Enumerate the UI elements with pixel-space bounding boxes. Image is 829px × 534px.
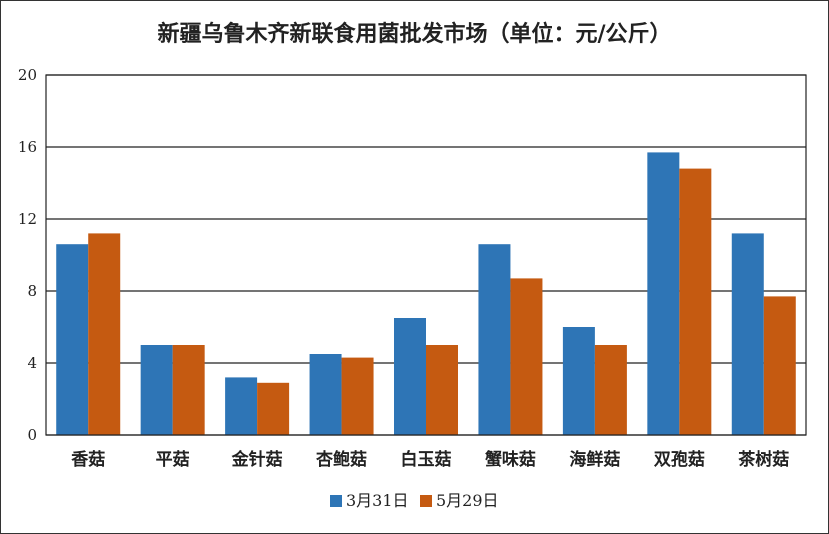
y-tick-label: 4 [27, 354, 37, 372]
bar-2 [341, 357, 374, 435]
y-tick-label: 0 [27, 426, 37, 444]
x-category-label: 茶树菇 [738, 449, 789, 470]
chart-title: 新疆乌鲁木齐新联食用菌批发市场（单位：元/公斤） [157, 21, 672, 47]
x-category-label: 平菇 [156, 449, 190, 470]
y-tick-label: 8 [27, 282, 37, 300]
x-category-label: 海鲜菇 [569, 449, 620, 470]
y-tick-label: 20 [18, 66, 37, 84]
legend-label-2: 5月29日 [436, 491, 499, 510]
x-category-label: 杏鲍菇 [316, 449, 367, 470]
x-category-label: 香菇 [71, 449, 105, 470]
bar-1 [647, 152, 680, 435]
bar-2 [172, 345, 205, 435]
bar-1 [731, 233, 764, 435]
legend-swatch-2 [420, 495, 432, 507]
x-category-label: 双孢菇 [654, 449, 705, 470]
bar-2 [594, 345, 627, 435]
bar-2 [763, 296, 796, 435]
bar-2 [88, 233, 121, 435]
legend-label-1: 3月31日 [346, 491, 409, 510]
bar-1 [309, 354, 342, 435]
y-tick-label: 16 [18, 138, 37, 156]
bar-1 [394, 318, 426, 435]
bar-2 [679, 168, 712, 435]
x-category-label: 蟹味菇 [485, 449, 536, 470]
x-category-label: 白玉菇 [401, 449, 452, 470]
bar-1 [225, 377, 258, 435]
x-category-label: 金针菇 [231, 449, 283, 470]
bar-2 [257, 382, 290, 435]
legend-swatch-1 [330, 495, 342, 507]
y-tick-label: 12 [18, 210, 37, 228]
bar-1 [562, 327, 595, 435]
bar-1 [478, 244, 511, 435]
bar-1 [56, 244, 89, 435]
bar-2 [426, 345, 458, 435]
bar-2 [510, 278, 543, 435]
bar-1 [140, 345, 173, 435]
